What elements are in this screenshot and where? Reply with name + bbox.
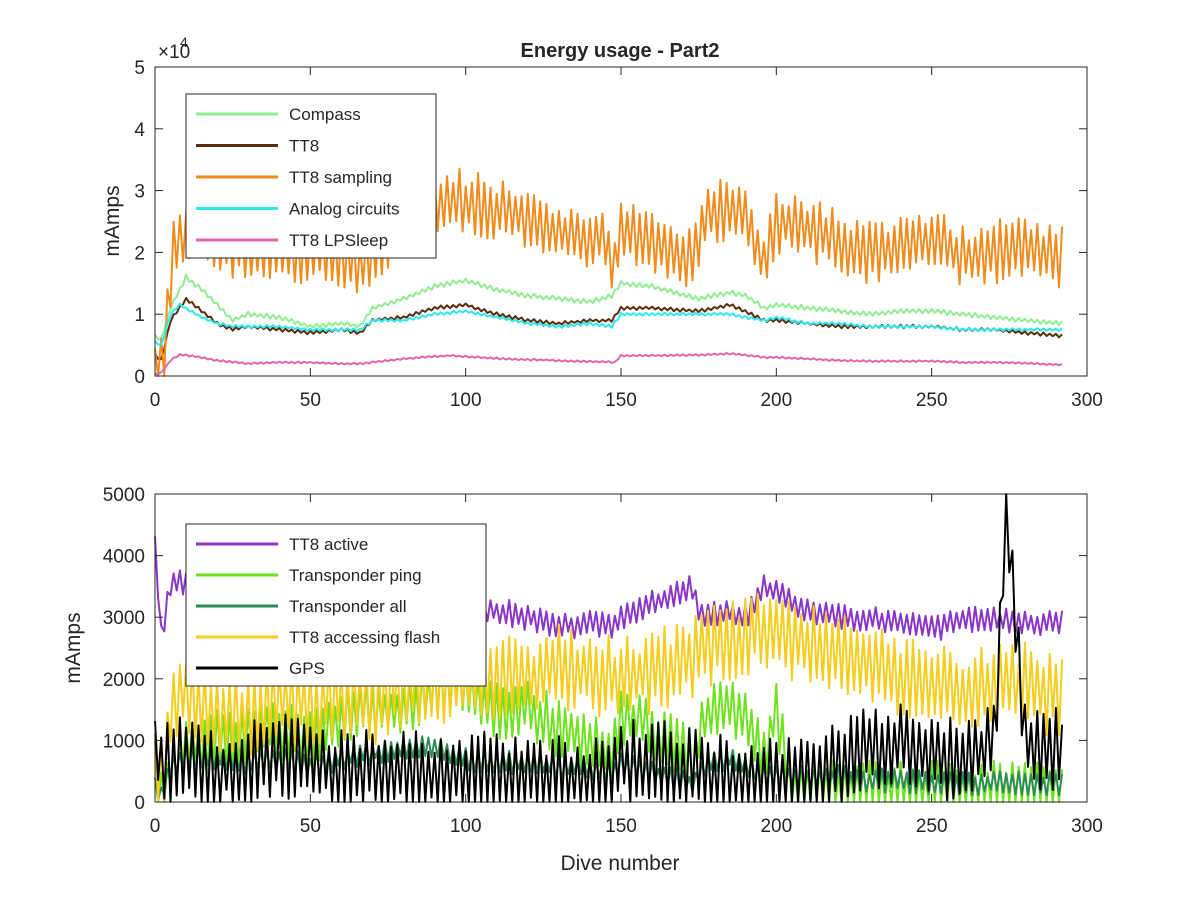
top-x-tick-label: 300 [1071,390,1103,411]
bottom-axes: 0 50 100 150 200 250 300010002000300040005000 … [62,485,1103,875]
bottom-y-tick-label: 0 [134,793,145,814]
top-x-tick-label: 50 [300,390,321,411]
legend-label: TT8 LPSleep [289,231,388,250]
series-line-tt8 [154,296,1063,361]
top-x-tick-label: 0 [150,390,161,411]
top-y-tick-label: 4 [134,120,145,141]
series-line-compass [154,273,1063,341]
legend-label: Compass [289,105,361,124]
bottom-x-tick-label: 300 [1071,816,1103,837]
legend-label: GPS [289,659,325,678]
series-line-tt8-lpsleep [154,352,1063,376]
legend-label: TT8 [289,137,319,156]
top-y-tick-label: 2 [134,243,145,264]
bottom-x-tick-label: 250 [916,816,948,837]
top-y-tick-label: 1 [134,305,145,326]
legend-label: TT8 active [289,535,368,554]
legend-label: Transponder ping [289,566,422,585]
legend-label: Transponder all [289,597,407,616]
chart-title: Energy usage - Part2 [521,40,720,62]
bottom-y-tick-label: 5000 [103,485,145,506]
bottom-x-tick-label: 0 [150,816,161,837]
top-y-tick-label: 3 [134,182,145,203]
bottom-x-tick-label: 150 [605,816,637,837]
bottom-y-tick-label: 3000 [103,608,145,629]
top-legend: Compass TT8 TT8 sampling Analog circuits TT8… [185,93,437,259]
series-line-tt8-sampling [154,167,1064,377]
legend-label: TT8 sampling [289,168,392,187]
top-x-tick-label: 200 [760,390,792,411]
top-y-tick-label: 5 [134,58,145,79]
series-line-gps [154,493,1064,803]
series-line-analog-circuits [154,302,1063,346]
bottom-x-tick-label: 200 [760,816,792,837]
bottom-x-axis-label: Dive number [560,852,679,875]
top-x-tick-label: 150 [605,390,637,411]
top-x-tick-label: 100 [450,390,482,411]
bottom-legend: TT8 active Transponder ping Transponder al… [185,523,487,687]
bottom-y-tick-label: 1000 [103,731,145,752]
bottom-y-tick-label: 4000 [103,547,145,568]
top-x-tick-label: 250 [916,390,948,411]
top-y-exponent-power: 4 [180,34,188,50]
bottom-y-axis-label: mAmps [62,612,85,683]
top-y-axis-label: mAmps [101,185,124,256]
legend-label: TT8 accessing flash [289,628,440,647]
top-axes: 0 50 100 150 200 250 300 0 1 2 3 4 5 ×10 4 mAmps Com… [101,34,1103,411]
legend-label: Analog circuits [289,200,400,219]
series-line-tt8-accessing-flash [154,592,1064,803]
top-y-exponent-base: ×10 [158,42,190,63]
top-y-tick-label: 0 [134,367,145,388]
bottom-x-tick-label: 100 [450,816,482,837]
bottom-x-tick-label: 50 [300,816,321,837]
bottom-y-tick-label: 2000 [103,670,145,691]
